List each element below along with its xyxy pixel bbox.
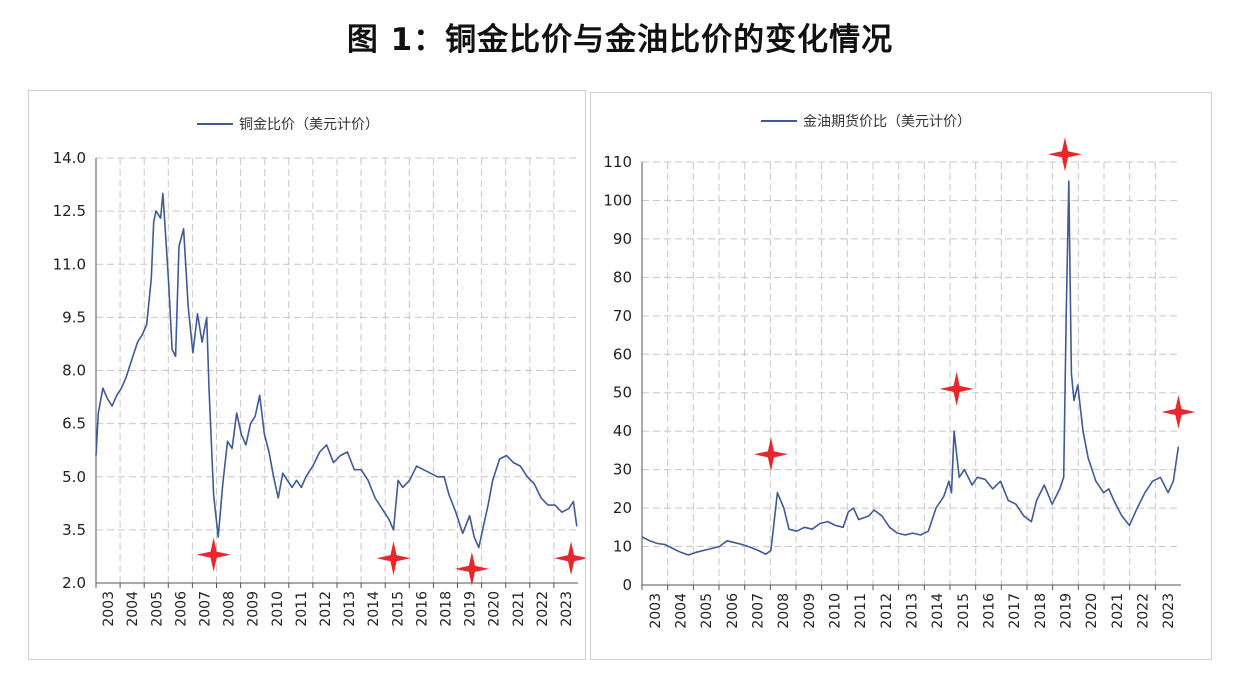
gold-oil-y-tick-label: 50 xyxy=(613,384,632,402)
copper-gold-y-tick-label: 5.0 xyxy=(62,468,86,486)
gold-oil-y-tick-label: 90 xyxy=(613,230,632,248)
gold-oil-x-tick-label: 2018 xyxy=(1033,593,1049,629)
copper-gold-y-tick-label: 6.5 xyxy=(62,415,86,433)
gold-oil-x-tick-label: 2012 xyxy=(879,593,895,629)
copper-gold-chart: 14.0 12.5 11.0 9.5 8.0 6.5 5.0 3.5 2.0 2003 2004 20… xyxy=(53,117,585,627)
copper-gold-y-tick-label: 8.0 xyxy=(62,362,86,380)
copper-gold-x-tick-label: 2014 xyxy=(366,591,382,627)
gold-oil-x-tick-label: 2009 xyxy=(802,593,818,629)
copper-gold-star-marker-1 xyxy=(376,541,411,576)
gold-oil-x-tick-label: 2015 xyxy=(956,593,972,629)
gold-oil-x-tick-label: 2022 xyxy=(1136,593,1152,629)
copper-gold-x-tick-label: 2003 xyxy=(101,591,117,627)
copper-gold-x-tick-label: 2012 xyxy=(318,591,334,627)
copper-gold-chart-panel: 14.0 12.5 11.0 9.5 8.0 6.5 5.0 3.5 2.0 2003 2004 20… xyxy=(28,90,586,660)
gold-oil-x-tick-label: 2004 xyxy=(674,593,690,629)
copper-gold-y-tick-label: 3.5 xyxy=(62,521,86,539)
gold-oil-star-marker-2 xyxy=(1047,137,1082,172)
copper-gold-star-marker-3 xyxy=(554,541,585,576)
gold-oil-y-tick-label: 70 xyxy=(613,307,632,325)
gold-oil-chart-panel: 110 100 90 80 70 60 50 40 30 20 10 0 2003 2004 2005 200… xyxy=(590,92,1212,660)
copper-gold-x-tick-label: 2010 xyxy=(270,591,286,627)
gold-oil-y-tick-label: 30 xyxy=(613,461,632,479)
gold-oil-x-tick-label: 2011 xyxy=(853,593,869,629)
gold-oil-y-tick-label: 10 xyxy=(613,538,632,556)
copper-gold-x-tick-label: 2018 xyxy=(438,591,454,627)
gold-oil-x-tick-label: 2014 xyxy=(930,593,946,629)
gold-oil-y-tick-label: 110 xyxy=(603,153,632,171)
copper-gold-x-tick-label: 2013 xyxy=(342,591,358,627)
gold-oil-star-marker-3 xyxy=(1161,394,1196,429)
gold-oil-y-tick-label: 100 xyxy=(603,191,632,209)
gold-oil-x-tick-label: 2020 xyxy=(1084,593,1100,629)
gold-oil-y-tick-label: 40 xyxy=(613,422,632,440)
copper-gold-x-tick-label: 2011 xyxy=(294,591,310,627)
gold-oil-x-tick-label: 2017 xyxy=(1007,593,1023,629)
copper-gold-x-tick-label: 2016 xyxy=(414,591,430,627)
copper-gold-x-tick-label: 2006 xyxy=(173,591,189,627)
copper-gold-y-tick-label: 12.5 xyxy=(53,202,86,220)
gold-oil-y-tick-label: 60 xyxy=(613,345,632,363)
copper-gold-x-tick-label: 2021 xyxy=(511,591,527,627)
copper-gold-x-tick-label: 2019 xyxy=(463,591,479,627)
copper-gold-star-marker-0 xyxy=(196,537,231,572)
copper-gold-star-marker-2 xyxy=(454,551,489,586)
copper-gold-y-tick-label: 11.0 xyxy=(53,255,86,273)
gold-oil-x-tick-label: 2016 xyxy=(982,593,998,629)
gold-oil-series-line-0 xyxy=(641,180,1180,556)
page-title: 图 1：铜金比价与金油比价的变化情况 xyxy=(346,22,894,58)
gold-oil-x-tick-label: 2019 xyxy=(1059,593,1075,629)
copper-gold-x-tick-label: 2004 xyxy=(125,591,141,627)
copper-gold-y-tick-label: 9.5 xyxy=(62,308,86,326)
copper-gold-legend-label: 铜金比价（美元计价） xyxy=(239,117,379,133)
copper-gold-x-tick-label: 2005 xyxy=(149,591,165,627)
gold-oil-x-tick-label: 2010 xyxy=(828,593,844,629)
gold-oil-x-tick-label: 2007 xyxy=(751,593,767,629)
gold-oil-x-tick-label: 2023 xyxy=(1161,593,1177,629)
gold-oil-x-tick-label: 2008 xyxy=(776,593,792,629)
gold-oil-y-tick-label: 20 xyxy=(613,499,632,517)
copper-gold-series-line-0 xyxy=(95,192,578,549)
gold-oil-x-tick-label: 2005 xyxy=(699,593,715,629)
copper-gold-x-tick-label: 2015 xyxy=(390,591,406,627)
gold-oil-legend-label: 金油期货价比（美元计价） xyxy=(803,113,971,130)
gold-oil-y-tick-label: 0 xyxy=(622,576,632,594)
copper-gold-x-tick-label: 2020 xyxy=(487,591,503,627)
gold-oil-x-tick-label: 2003 xyxy=(648,593,664,629)
gold-oil-star-marker-1 xyxy=(939,371,974,406)
copper-gold-y-tick-label: 14.0 xyxy=(53,149,86,167)
gold-oil-star-marker-0 xyxy=(753,437,788,472)
gold-oil-x-tick-label: 2006 xyxy=(725,593,741,629)
copper-gold-y-tick-label: 2.0 xyxy=(62,574,86,592)
gold-oil-x-tick-label: 2021 xyxy=(1110,593,1126,629)
copper-gold-x-tick-label: 2009 xyxy=(246,591,262,627)
copper-gold-x-tick-label: 2007 xyxy=(197,591,213,627)
copper-gold-x-tick-label: 2023 xyxy=(559,591,575,627)
gold-oil-x-tick-label: 2013 xyxy=(905,593,921,629)
gold-oil-y-tick-label: 80 xyxy=(613,268,632,286)
copper-gold-x-tick-label: 2008 xyxy=(222,591,238,627)
copper-gold-x-tick-label: 2022 xyxy=(535,591,551,627)
